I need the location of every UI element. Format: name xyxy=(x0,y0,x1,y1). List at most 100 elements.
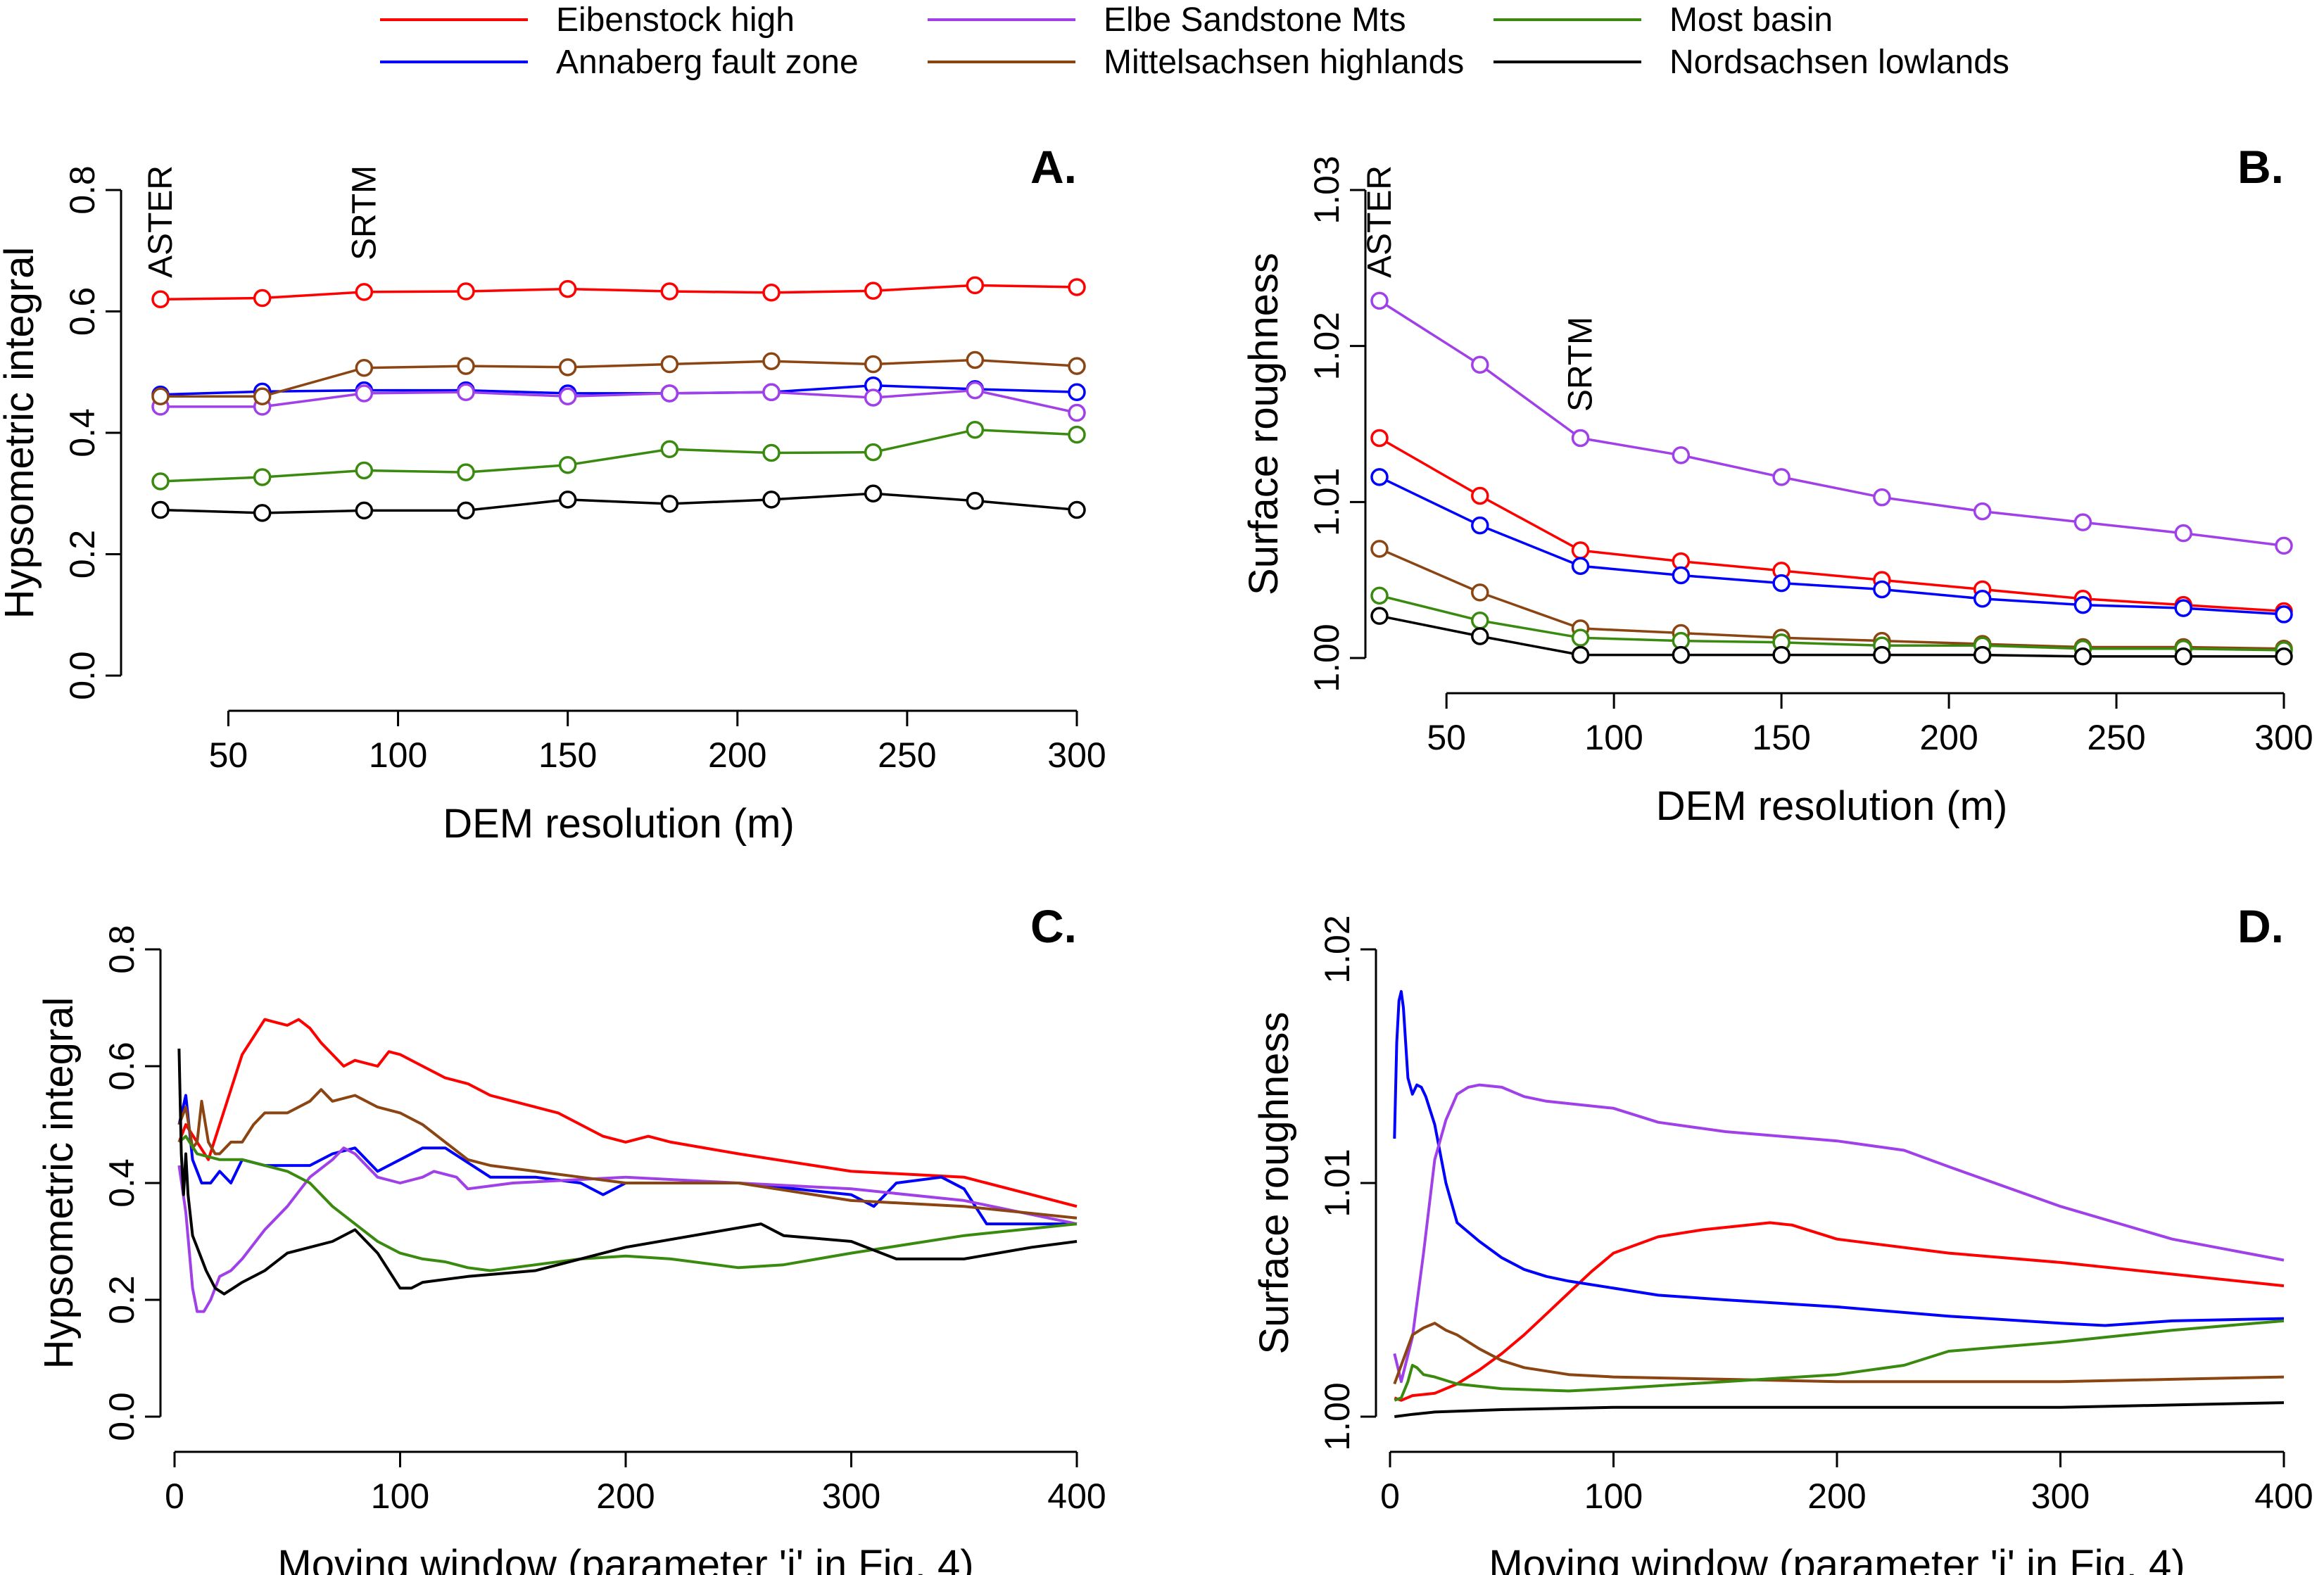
legend-label-elbe-sandstone-mts: Elbe Sandstone Mts xyxy=(1104,1,1406,39)
data-point-elbe-sandstone-mts xyxy=(762,383,781,401)
x-tick-label: 200 xyxy=(596,1476,655,1516)
data-point-mittelsachsen-highlands xyxy=(151,387,170,405)
series-line-nordsachsen-lowlands xyxy=(177,1049,1078,1296)
data-point-annaberg-fault-zone xyxy=(1672,566,1691,585)
series-line-most-basin xyxy=(178,1134,1078,1272)
y-axis-title: Hypsometric integral xyxy=(0,247,42,619)
y-tick-label: 0.0 xyxy=(63,651,102,700)
data-point-eibenstock-high xyxy=(253,289,272,308)
x-tick-label: 150 xyxy=(1752,718,1810,757)
data-point-nordsachsen-lowlands xyxy=(355,501,374,520)
data-point-eibenstock-high xyxy=(1471,486,1489,505)
data-point-mittelsachsen-highlands xyxy=(1068,357,1086,375)
data-point-most-basin xyxy=(355,461,374,480)
data-point-eibenstock-high xyxy=(558,279,577,298)
data-point-annaberg-fault-zone xyxy=(1471,516,1489,535)
data-point-nordsachsen-lowlands xyxy=(2073,647,2092,666)
data-point-annaberg-fault-zone xyxy=(1772,574,1791,593)
y-tick-label: 0.2 xyxy=(63,530,102,579)
data-point-most-basin xyxy=(1068,425,1086,444)
data-point-annaberg-fault-zone xyxy=(2275,605,2293,624)
x-axis-title: Moving window (parameter 'i' in Fig. 4) xyxy=(277,1542,973,1575)
panel-a: 0.0 0.2 0.4 0.6 0.8 50 100 150 200 250 300 DEM reso… xyxy=(0,141,1106,847)
data-point-mittelsachsen-highlands xyxy=(1370,540,1389,558)
data-point-annaberg-fault-zone xyxy=(1370,468,1389,486)
series-line-elbe-sandstone-mts xyxy=(177,1146,1078,1313)
y-tick-label: 1.01 xyxy=(1318,1149,1357,1217)
y-axis-title: Surface roughness xyxy=(1251,1012,1297,1355)
data-point-nordsachsen-lowlands xyxy=(558,491,577,509)
x-tick-label: 50 xyxy=(1427,718,1466,757)
legend-label-annaberg-fault-zone: Annaberg fault zone xyxy=(556,44,859,81)
y-tick-label: 0.0 xyxy=(102,1392,141,1441)
data-point-elbe-sandstone-mts xyxy=(1973,502,1992,521)
data-point-nordsachsen-lowlands xyxy=(253,504,272,522)
legend-label-most-basin: Most basin xyxy=(1669,1,1833,39)
data-point-nordsachsen-lowlands xyxy=(1068,500,1086,519)
data-point-elbe-sandstone-mts xyxy=(660,384,679,403)
series-line-eibenstock-high xyxy=(177,1018,1078,1208)
data-point-most-basin xyxy=(253,468,272,486)
annotation-aster: ASTER xyxy=(1361,165,1398,278)
data-point-mittelsachsen-highlands xyxy=(864,355,883,374)
x-tick-label: 100 xyxy=(371,1476,429,1516)
data-point-elbe-sandstone-mts xyxy=(558,387,577,405)
x-tick-label: 300 xyxy=(822,1476,880,1516)
data-point-nordsachsen-lowlands xyxy=(966,491,985,510)
x-tick-label: 100 xyxy=(1584,1476,1643,1516)
series-line-most-basin xyxy=(1394,1319,2285,1402)
data-point-mittelsachsen-highlands xyxy=(762,352,781,370)
series-line-annaberg-fault-zone xyxy=(160,384,1078,396)
data-point-nordsachsen-lowlands xyxy=(457,501,475,520)
data-point-annaberg-fault-zone xyxy=(1873,580,1891,599)
series-line-nordsachsen-lowlands xyxy=(1394,1401,2285,1418)
legend-label-eibenstock-high: Eibenstock high xyxy=(556,1,795,39)
data-point-elbe-sandstone-mts xyxy=(966,381,985,400)
series-line-nordsachsen-lowlands xyxy=(160,492,1078,514)
series-line-eibenstock-high xyxy=(1379,436,2285,613)
data-point-elbe-sandstone-mts xyxy=(1571,429,1590,448)
data-point-most-basin xyxy=(966,420,985,439)
data-point-annaberg-fault-zone xyxy=(1973,590,1992,608)
y-tick-label: 0.2 xyxy=(102,1275,141,1324)
data-point-elbe-sandstone-mts xyxy=(2073,513,2092,531)
x-tick-label: 200 xyxy=(1919,718,1978,757)
data-point-nordsachsen-lowlands xyxy=(1370,607,1389,625)
data-point-mittelsachsen-highlands xyxy=(966,350,985,369)
series-line-elbe-sandstone-mts xyxy=(1393,1083,2285,1384)
data-point-most-basin xyxy=(762,443,781,462)
data-point-nordsachsen-lowlands xyxy=(2275,647,2293,666)
y-tick-label: 1.00 xyxy=(1307,624,1346,692)
data-point-nordsachsen-lowlands xyxy=(151,500,170,519)
data-point-most-basin xyxy=(151,472,170,491)
data-point-mittelsachsen-highlands xyxy=(253,387,272,405)
data-point-elbe-sandstone-mts xyxy=(1471,355,1489,374)
data-point-nordsachsen-lowlands xyxy=(1772,645,1791,664)
panel-label: C. xyxy=(1030,900,1077,952)
series-line-most-basin xyxy=(160,428,1078,483)
y-tick-label: 0.4 xyxy=(63,408,102,457)
data-point-eibenstock-high xyxy=(660,282,679,301)
series-line-mittelsachsen-highlands xyxy=(1379,548,2285,650)
x-tick-label: 50 xyxy=(209,735,248,775)
data-point-elbe-sandstone-mts xyxy=(864,388,883,407)
data-point-nordsachsen-lowlands xyxy=(1973,645,1992,664)
data-point-eibenstock-high xyxy=(355,283,374,301)
x-tick-label: 200 xyxy=(708,735,766,775)
data-point-annaberg-fault-zone xyxy=(2174,599,2192,617)
series-line-elbe-sandstone-mts xyxy=(160,388,1078,415)
y-tick-label: 0.8 xyxy=(63,165,102,215)
data-point-eibenstock-high xyxy=(1068,278,1086,296)
panel-label: D. xyxy=(2237,900,2284,952)
series-line-nordsachsen-lowlands xyxy=(1379,614,2284,658)
series-line-annaberg-fault-zone xyxy=(1379,476,2285,616)
x-tick-label: 300 xyxy=(2031,1476,2090,1516)
y-axis-title: Hypsometric integral xyxy=(36,997,82,1370)
panel-label: A. xyxy=(1030,141,1077,193)
data-point-annaberg-fault-zone xyxy=(1068,383,1086,401)
data-point-elbe-sandstone-mts xyxy=(1672,446,1691,464)
annotation-srtm: SRTM xyxy=(1562,317,1600,412)
x-tick-label: 150 xyxy=(538,735,597,775)
data-point-annaberg-fault-zone xyxy=(2073,595,2092,614)
x-tick-label: 300 xyxy=(1047,735,1106,775)
